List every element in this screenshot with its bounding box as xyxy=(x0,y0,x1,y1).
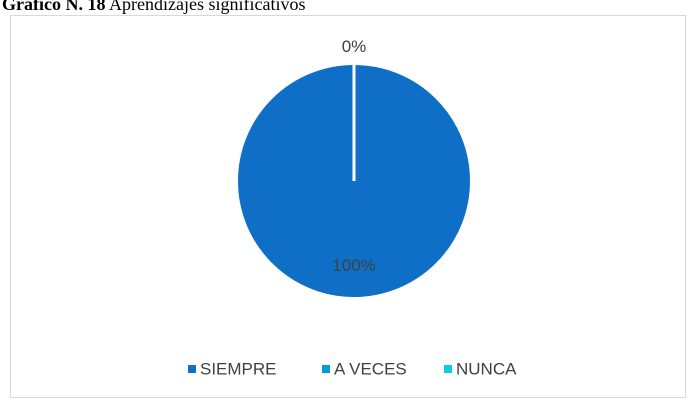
legend-label: SIEMPRE xyxy=(200,359,277,378)
title-text: Aprendizajes significativos xyxy=(109,0,305,14)
legend-label: A VECES xyxy=(334,359,407,378)
title-number: Gráfico N. 18 xyxy=(2,0,105,14)
chart-title: Gráfico N. 18 Aprendizajes significativo… xyxy=(2,0,305,14)
legend-swatch xyxy=(444,365,452,373)
legend-swatch xyxy=(188,365,196,373)
legend-swatch xyxy=(322,365,330,373)
data-label: 0% xyxy=(342,37,367,56)
data-label: 100% xyxy=(332,256,375,275)
legend-label: NUNCA xyxy=(456,359,517,378)
